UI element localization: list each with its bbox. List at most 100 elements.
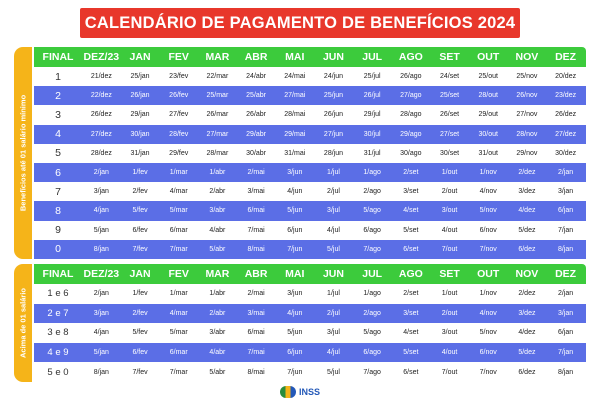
date-cell: 26/mar — [206, 111, 229, 119]
date-cell: 25/nov — [516, 73, 538, 81]
column-header: DEZ — [555, 51, 577, 63]
date-cell: 28/ago — [400, 111, 422, 119]
date-cell: 3/set — [403, 188, 419, 196]
date-cell: 26/jul — [363, 92, 381, 100]
date-cell: 6/ago — [363, 349, 381, 357]
date-cell: 4/jan — [93, 207, 109, 215]
date-cell: 28/out — [478, 92, 498, 100]
table-row: 3 e 8 4/jan 5/fev 5/mar 3/abr 6/mai 5/jun 3/jul… — [34, 323, 586, 343]
date-cell: 2/fev — [132, 309, 148, 317]
date-cell: 5/jun — [287, 207, 303, 215]
date-cell: 25/mar — [206, 92, 229, 100]
date-cell: 7/fev — [132, 368, 148, 376]
payment-table: FINAL DEZ/23 JAN FEV MAR ABR MAI JUN JUL AGO SET OU… — [34, 47, 586, 259]
side-label: Acima de 01 salário — [14, 264, 32, 382]
date-cell: 3/dez — [518, 188, 536, 196]
inss-logo: INSS — [280, 386, 320, 398]
date-cell: 21/dez — [90, 73, 112, 81]
date-cell: 3/set — [403, 309, 419, 317]
column-header: ABR — [244, 268, 268, 280]
date-cell: 2/jan — [93, 290, 109, 298]
column-header: JUL — [362, 51, 383, 63]
date-cell: 3/jun — [287, 169, 303, 177]
date-cell: 5/abr — [209, 245, 226, 253]
date-cell: 27/nov — [516, 111, 538, 119]
date-cell: 6/mar — [169, 226, 188, 234]
date-cell: 3/abr — [209, 329, 226, 337]
date-cell: 3/jan — [558, 188, 574, 196]
date-cell: 29/nov — [516, 149, 538, 157]
date-cell: 29/fev — [169, 149, 189, 157]
column-header: JUL — [362, 268, 383, 280]
date-cell: 1/jul — [327, 290, 340, 298]
column-header: JAN — [129, 268, 151, 280]
date-cell: 3/jul — [327, 207, 340, 215]
column-header: AGO — [398, 51, 423, 63]
date-cell: 25/abr — [246, 92, 267, 100]
date-cell: 7/out — [441, 368, 458, 376]
date-cell: 3/jun — [287, 290, 303, 298]
final-digit-cell: 5 — [55, 147, 61, 160]
date-cell: 8/mai — [247, 245, 265, 253]
date-cell: 2/out — [441, 188, 458, 196]
date-cell: 2/mai — [247, 169, 265, 177]
date-cell: 5/dez — [518, 349, 536, 357]
column-header: NOV — [515, 51, 539, 63]
column-header: OUT — [477, 51, 500, 63]
date-cell: 2/mai — [247, 290, 265, 298]
date-cell: 5/set — [403, 226, 419, 234]
column-header: SET — [439, 268, 460, 280]
date-cell: 1/out — [441, 169, 458, 177]
column-header: OUT — [477, 268, 500, 280]
date-cell: 4/nov — [479, 188, 497, 196]
final-digit-cell: 6 — [55, 166, 61, 179]
date-cell: 23/dez — [555, 92, 577, 100]
date-cell: 2/jan — [558, 290, 574, 298]
date-cell: 6/jun — [287, 226, 303, 234]
date-cell: 5/jan — [93, 349, 109, 357]
date-cell: 5/set — [403, 349, 419, 357]
table-row: 3 26/dez 29/jan 27/fev 26/mar 26/abr 28/mai 26/… — [34, 105, 586, 125]
table-row: 2 e 7 3/jan 2/fev 4/mar 2/abr 3/mai 4/jun 2/jul… — [34, 303, 586, 324]
date-cell: 7/mai — [247, 226, 265, 234]
date-cell: 1/nov — [479, 290, 497, 298]
payment-table: FINAL DEZ/23 JAN FEV MAR ABR MAI JUN JUL AGO SET OU… — [34, 264, 586, 382]
date-cell: 27/jun — [323, 130, 343, 138]
page-title: CALENDÁRIO DE PAGAMENTO DE BENEFÍCIOS 20… — [84, 13, 516, 32]
date-cell: 28/mar — [206, 149, 229, 157]
date-cell: 4/dez — [518, 329, 536, 337]
side-label-text: Benefícios até 01 salário mínimo — [18, 94, 28, 212]
date-cell: 27/ago — [400, 92, 422, 100]
date-cell: 2/dez — [518, 290, 536, 298]
date-cell: 26/jan — [130, 92, 150, 100]
date-cell: 5/abr — [209, 368, 226, 376]
date-cell: 26/dez — [555, 111, 577, 119]
table-row: 5 e 0 8/jan 7/fev 7/mar 5/abr 8/mai 7/jun 5/jul… — [34, 362, 586, 382]
date-cell: 1/jul — [327, 169, 340, 177]
date-cell: 4/out — [441, 226, 458, 234]
table-row: 5 28/dez 31/jan 29/fev 28/mar 30/abr 31/mai 28/… — [34, 143, 586, 163]
date-cell: 29/mai — [284, 130, 306, 138]
date-cell: 7/ago — [363, 368, 381, 376]
side-label: Benefícios até 01 salário mínimo — [14, 47, 32, 259]
table-row: 7 3/jan 2/fev 4/mar 2/abr 3/mai 4/jun 2/jul 2/ag… — [34, 182, 586, 202]
date-cell: 5/mar — [169, 329, 188, 337]
date-cell: 6/jan — [558, 329, 574, 337]
date-cell: 1/abr — [209, 169, 226, 177]
table-body: 1 21/dez 25/jan 23/fev 22/mar 24/abr 24/mai 24/… — [34, 67, 586, 259]
date-cell: 25/out — [478, 73, 498, 81]
date-cell: 30/dez — [555, 149, 577, 157]
date-cell: 5/ago — [363, 207, 381, 215]
date-cell: 3/mai — [247, 309, 265, 317]
section-ate-um-salario: Benefícios até 01 salário mínimo FINAL DE… — [14, 47, 586, 259]
date-cell: 6/jan — [558, 207, 574, 215]
date-cell: 30/out — [478, 130, 498, 138]
table-row: 1 e 6 2/jan 1/fev 1/mar 1/abr 2/mai 3/jun 1/jul… — [34, 284, 586, 304]
column-header: DEZ — [555, 268, 577, 280]
date-cell: 3/dez — [518, 309, 536, 317]
side-label-text: Acima de 01 salário — [18, 287, 28, 359]
date-cell: 4/mar — [169, 188, 188, 196]
date-cell: 6/mai — [247, 207, 265, 215]
date-cell: 25/jun — [323, 92, 343, 100]
final-digit-cell: 1 e 6 — [47, 288, 69, 300]
